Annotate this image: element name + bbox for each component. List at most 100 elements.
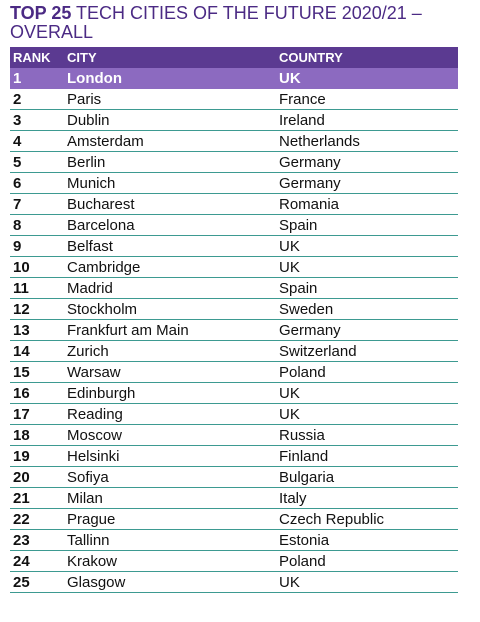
cell-country: Germany (279, 321, 341, 339)
rankings-table: RANK CITY COUNTRY 1 London UK 2 Paris France 3… (10, 47, 458, 593)
cell-rank: 19 (13, 447, 30, 465)
table-row: 23 Tallinn Estonia (10, 530, 458, 551)
table-row: 3 Dublin Ireland (10, 110, 458, 131)
cell-country: Switzerland (279, 342, 357, 360)
cell-rank: 9 (13, 237, 22, 255)
title-bold: TOP 25 (10, 3, 72, 23)
cell-city: Warsaw (67, 363, 121, 381)
cell-country: UK (279, 258, 300, 276)
table-row: 6 Munich Germany (10, 173, 458, 194)
cell-city: Cambridge (67, 258, 141, 276)
cell-city: Helsinki (67, 447, 120, 465)
cell-city: Bucharest (67, 195, 135, 213)
cell-rank: 20 (13, 468, 30, 486)
cell-country: Ireland (279, 111, 325, 129)
table-row: 18 Moscow Russia (10, 425, 458, 446)
cell-rank: 14 (13, 342, 30, 360)
header-country: COUNTRY (279, 50, 343, 65)
table-row: 2 Paris France (10, 89, 458, 110)
cell-country: Spain (279, 216, 318, 234)
cell-country: Finland (279, 447, 329, 465)
cell-rank: 2 (13, 90, 22, 108)
cell-rank: 1 (13, 69, 22, 87)
table-row: 7 Bucharest Romania (10, 194, 458, 215)
cell-rank: 24 (13, 552, 30, 570)
cell-rank: 6 (13, 174, 22, 192)
cell-city: Krakow (67, 552, 118, 570)
cell-city: Munich (67, 174, 116, 192)
cell-city: Tallinn (67, 531, 110, 549)
cell-rank: 5 (13, 153, 22, 171)
cell-city: Prague (67, 510, 116, 528)
header-city: CITY (67, 50, 97, 65)
cell-city: Edinburgh (67, 384, 136, 402)
table-row: 4 Amsterdam Netherlands (10, 131, 458, 152)
cell-country: Germany (279, 153, 341, 171)
table-row: 17 Reading UK (10, 404, 458, 425)
table-row: 12 Stockholm Sweden (10, 299, 458, 320)
table-row: 1 London UK (10, 68, 458, 89)
table-row: 24 Krakow Poland (10, 551, 458, 572)
cell-country: UK (279, 69, 301, 87)
cell-city: London (67, 69, 122, 87)
cell-country: Italy (279, 489, 307, 507)
cell-rank: 3 (13, 111, 22, 129)
cell-city: Glasgow (67, 573, 126, 591)
table-row: 22 Prague Czech Republic (10, 509, 458, 530)
cell-country: Estonia (279, 531, 330, 549)
table-header: RANK CITY COUNTRY (10, 47, 458, 68)
cell-rank: 10 (13, 258, 30, 276)
cell-rank: 8 (13, 216, 22, 234)
cell-city: Paris (67, 90, 102, 108)
table-row: 25 Glasgow UK (10, 572, 458, 593)
cell-country: Russia (279, 426, 325, 444)
cell-city: Stockholm (67, 300, 138, 318)
table-row: 8 Barcelona Spain (10, 215, 458, 236)
cell-city: Moscow (67, 426, 123, 444)
table-row: 15 Warsaw Poland (10, 362, 458, 383)
cell-rank: 25 (13, 573, 30, 591)
cell-country: UK (279, 573, 300, 591)
cell-country: Bulgaria (279, 468, 335, 486)
cell-rank: 4 (13, 132, 22, 150)
cell-country: Romania (279, 195, 340, 213)
cell-country: France (279, 90, 326, 108)
title-line2: OVERALL (10, 22, 94, 42)
table-row: 5 Berlin Germany (10, 152, 458, 173)
table-row: 19 Helsinki Finland (10, 446, 458, 467)
table-row: 20 Sofiya Bulgaria (10, 467, 458, 488)
table-row: 14 Zurich Switzerland (10, 341, 458, 362)
cell-country: Poland (279, 552, 326, 570)
cell-city: Berlin (67, 153, 106, 171)
cell-city: Reading (67, 405, 123, 423)
cell-city: Sofiya (67, 468, 109, 486)
cell-rank: 23 (13, 531, 30, 549)
table-body: 1 London UK 2 Paris France 3 Dublin Ireland 4 Amst… (10, 68, 458, 593)
table-row: 21 Milan Italy (10, 488, 458, 509)
cell-rank: 16 (13, 384, 30, 402)
cell-country: UK (279, 237, 300, 255)
table-row: 11 Madrid Spain (10, 278, 458, 299)
cell-country: Czech Republic (279, 510, 385, 528)
cell-city: Frankfurt am Main (67, 321, 189, 339)
cell-rank: 12 (13, 300, 30, 318)
cell-rank: 21 (13, 489, 30, 507)
cell-country: UK (279, 384, 300, 402)
cell-country: Poland (279, 363, 326, 381)
cell-rank: 13 (13, 321, 30, 339)
cell-country: Netherlands (279, 132, 360, 150)
cell-city: Madrid (67, 279, 113, 297)
cell-country: Spain (279, 279, 318, 297)
cell-city: Dublin (67, 111, 110, 129)
cell-rank: 7 (13, 195, 22, 213)
table-row: 13 Frankfurt am Main Germany (10, 320, 458, 341)
cell-country: UK (279, 405, 300, 423)
cell-country: Germany (279, 174, 341, 192)
cell-city: Milan (67, 489, 103, 507)
cell-city: Barcelona (67, 216, 135, 234)
header-rank: RANK (13, 50, 51, 65)
cell-rank: 18 (13, 426, 30, 444)
cell-rank: 11 (13, 279, 29, 297)
cell-rank: 15 (13, 363, 30, 381)
